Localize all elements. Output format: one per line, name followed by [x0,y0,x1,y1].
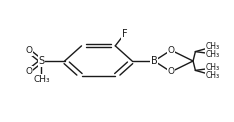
Text: O: O [168,67,175,76]
Text: F: F [122,29,127,39]
Text: B: B [151,56,157,66]
Text: CH₃: CH₃ [33,75,50,84]
Text: CH₃: CH₃ [206,71,220,80]
Text: CH₃: CH₃ [206,50,220,59]
Text: O: O [25,67,32,76]
Text: O: O [25,46,32,55]
Text: O: O [168,46,175,55]
Text: S: S [38,56,44,66]
Text: CH₃: CH₃ [206,42,220,51]
Text: CH₃: CH₃ [206,63,220,72]
